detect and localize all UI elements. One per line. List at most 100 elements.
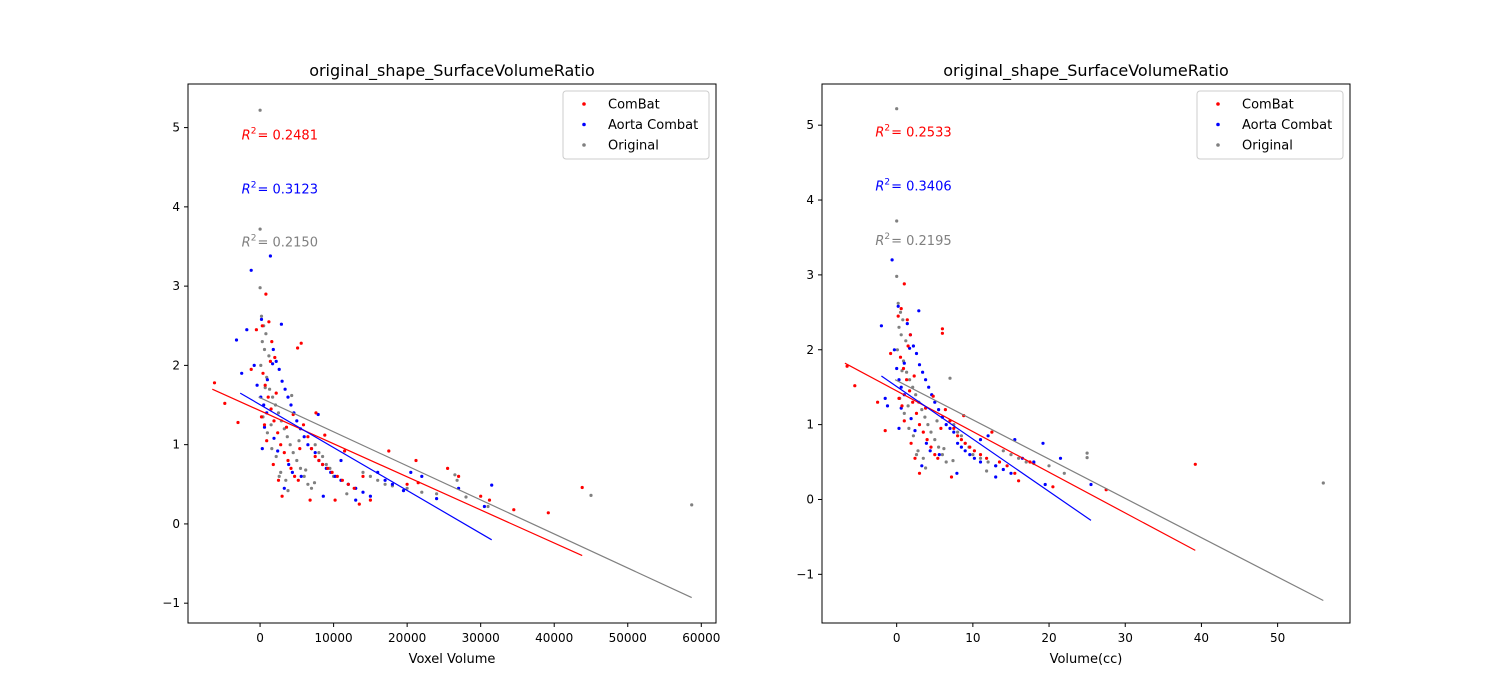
left-chart-point-combat [479, 494, 483, 498]
right-chart-legend-label-combat: ComBat [1242, 98, 1294, 113]
left-chart-point-aorta-combat [435, 497, 439, 501]
right-chart-point-combat [902, 282, 906, 286]
left-chart-xtick-label: 50000 [609, 631, 647, 645]
left-chart-point-combat [262, 423, 267, 427]
left-chart-point-combat [276, 478, 281, 482]
left-chart-point-aorta-combat [271, 362, 275, 366]
right-chart-point-aorta-combat [959, 445, 964, 449]
right-chart-point-original [901, 318, 905, 322]
right-chart-point-original [971, 453, 975, 457]
right-chart-point-combat [936, 456, 940, 460]
right-chart-legend-marker-aorta-combat [1216, 122, 1220, 127]
left-chart-point-combat [457, 474, 461, 478]
right-chart-point-original [920, 408, 924, 412]
right-chart-point-original [895, 274, 899, 278]
left-chart-ytick-label: 5 [172, 121, 180, 135]
right-chart-point-aorta-combat [921, 370, 925, 374]
left-chart-point-combat [446, 466, 450, 470]
right-chart-point-original [897, 325, 901, 329]
left-chart-ytick-label: −1 [162, 596, 180, 610]
left-chart-point-original [262, 347, 267, 352]
right-chart-point-aorta-combat [1041, 441, 1045, 445]
left-chart-point-combat [361, 474, 365, 478]
right-chart-legend-marker-combat [1216, 102, 1220, 106]
right-chart-point-combat [940, 331, 945, 335]
left-chart-point-combat [264, 292, 268, 296]
right-chart-fit-line-combat [844, 362, 1196, 551]
right-chart-point-combat [952, 426, 956, 430]
left-chart-point-aorta-combat [316, 412, 320, 417]
right-chart-point-original [926, 423, 930, 427]
left-chart-point-original [286, 489, 290, 493]
right-chart-xlabel: Volume(cc) [1050, 652, 1123, 667]
right-chart-point-original [1009, 453, 1013, 457]
left-chart-r2-annotation: R2= 0.3123 [242, 180, 318, 197]
left-chart-legend-label-aorta-combat: Aorta Combat [608, 118, 698, 133]
left-chart-point-combat [323, 433, 327, 437]
left-chart-point-original [589, 493, 593, 497]
left-chart-point-combat [405, 482, 409, 486]
left-chart-point-combat [260, 324, 264, 328]
left-chart-point-aorta-combat [271, 347, 275, 352]
right-chart-point-original [899, 333, 903, 337]
right-chart-legend: ComBat Aorta Combat Original [1196, 90, 1344, 160]
right-chart-point-combat [933, 453, 937, 457]
right-chart-point-combat [899, 307, 903, 311]
right-chart-point-combat [990, 430, 994, 434]
left-chart-point-combat [314, 411, 318, 415]
left-chart-point-combat [249, 367, 253, 371]
right-chart-point-original [937, 445, 941, 449]
right-chart-point-original [1085, 451, 1089, 455]
right-chart-ytick-label: 0 [806, 492, 814, 506]
left-chart-point-original [265, 375, 269, 379]
left-chart-point-original [264, 332, 268, 336]
right-chart-point-original [895, 348, 900, 352]
left-chart-axes-frame [187, 83, 717, 624]
left-chart-xtick-label: 30000 [462, 631, 500, 645]
left-chart-point-combat [279, 443, 283, 447]
right-chart-point-original [895, 107, 899, 111]
right-chart-point-original [1017, 456, 1021, 460]
right-chart-fit-line-original [894, 379, 1324, 602]
left-chart-ytick-label: 0 [172, 517, 180, 531]
right-chart-point-combat [921, 430, 925, 434]
left-chart-point-aorta-combat [252, 363, 256, 367]
left-chart-point-aorta-combat [361, 490, 365, 494]
right-chart-point-original [898, 310, 903, 314]
left-chart-point-original [271, 395, 275, 399]
left-chart-point-original [321, 454, 325, 459]
left-chart-series-combat [212, 292, 584, 515]
right-chart-point-combat [896, 314, 900, 318]
right-chart-point-original [951, 459, 955, 463]
left-chart-point-original [276, 411, 281, 415]
left-chart-point-aorta-combat [302, 435, 306, 439]
left-chart-point-aorta-combat [289, 403, 293, 407]
right-chart-point-aorta-combat [937, 453, 941, 457]
right-chart-point-original [914, 453, 919, 457]
left-chart-point-combat [296, 478, 300, 482]
right-chart-point-combat [900, 404, 904, 408]
left-chart-point-original [317, 451, 321, 455]
right-chart-point-combat [908, 333, 913, 337]
left-chart-point-aorta-combat [354, 498, 358, 502]
left-chart-point-original [383, 482, 387, 486]
right-chart-point-original [956, 430, 960, 434]
right-chart-axes-frame [821, 83, 1351, 624]
right-chart-xtick-label: 10 [965, 631, 980, 645]
right-chart-xtick-label: 0 [893, 631, 901, 645]
right-chart-point-combat [943, 408, 948, 412]
left-chart-point-combat [293, 474, 297, 478]
left-chart-point-combat [309, 447, 314, 451]
right-chart-point-aorta-combat [955, 471, 959, 475]
right-chart-point-aorta-combat [928, 449, 932, 453]
left-chart-point-original [291, 451, 295, 455]
left-chart-ytick-label: 2 [172, 358, 180, 372]
right-chart-xtick-label: 50 [1270, 631, 1285, 645]
left-chart-point-aorta-combat [282, 486, 286, 490]
left-chart-point-combat [580, 485, 584, 490]
left-chart-ytick-label: 4 [172, 200, 180, 214]
left-chart-xtick-label: 10000 [315, 631, 353, 645]
left-chart-point-original [295, 458, 299, 463]
left-chart-point-combat [352, 486, 356, 490]
left-chart-point-combat [265, 439, 269, 443]
